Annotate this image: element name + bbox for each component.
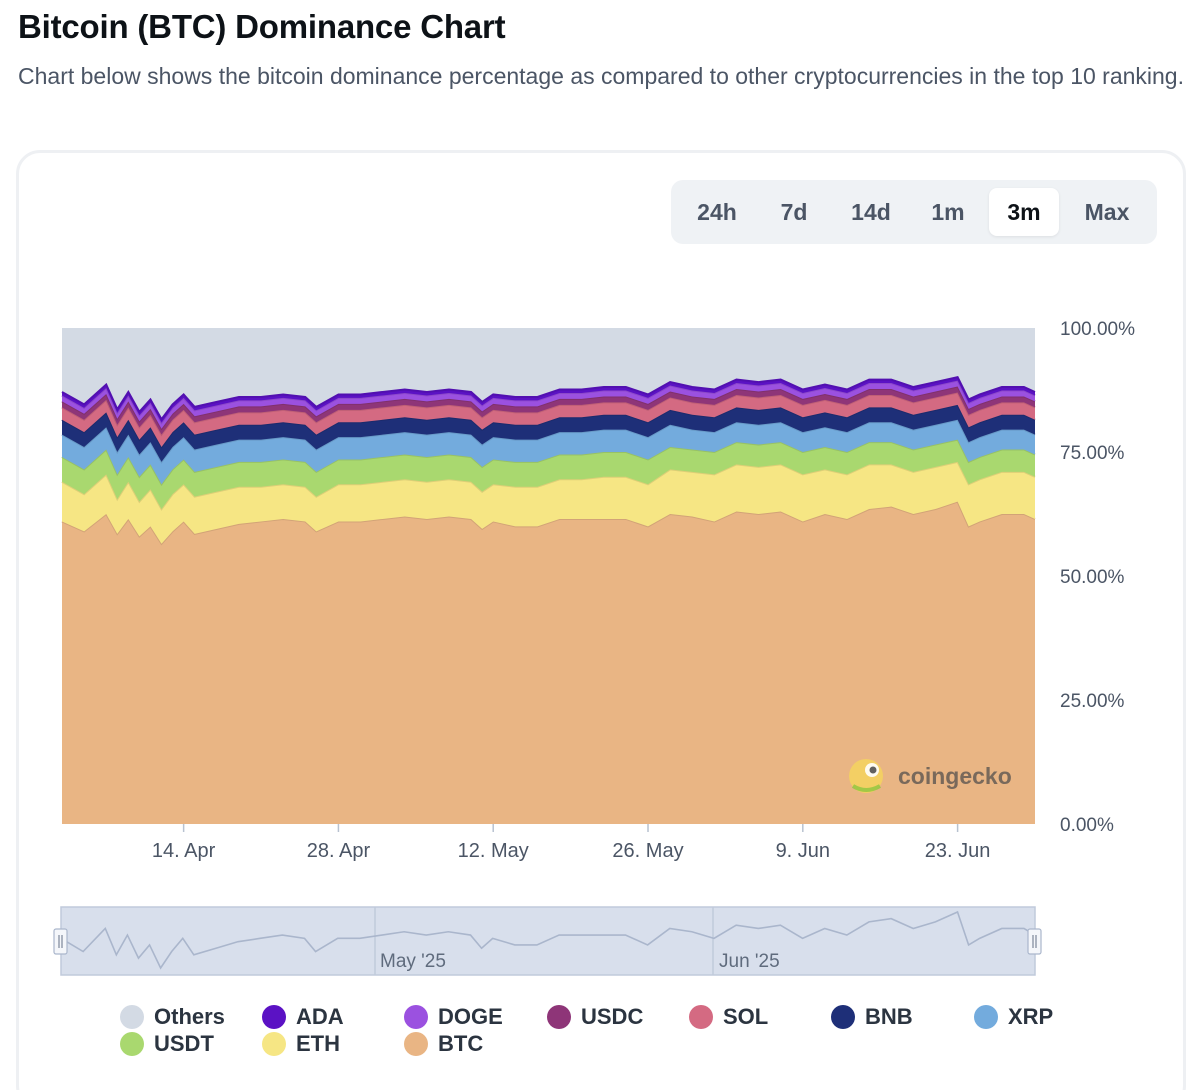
y-tick-label: 75.00% (1060, 443, 1125, 464)
page-description: Chart below shows the bitcoin dominance … (18, 63, 1184, 89)
x-tick-label: 26. May (612, 840, 683, 862)
y-tick-label: 100.00% (1060, 319, 1135, 340)
time-range-selector: 24h 7d 14d 1m 3m Max (671, 180, 1157, 244)
range-tab-7d[interactable]: 7d (780, 199, 808, 225)
legend-label: XRP (1008, 1004, 1054, 1029)
y-axis: 100.00% 75.00% 50.00% 25.00% 0.00% (1060, 319, 1135, 836)
dominance-chart: 100.00% 75.00% 50.00% 25.00% 0.00% 14. Apr 28… (53, 319, 1135, 976)
legend-label: ADA (296, 1004, 344, 1029)
legend-dot-usdt (120, 1032, 144, 1056)
legend-dot-usdc (547, 1005, 571, 1029)
legend-label: Others (154, 1004, 225, 1029)
x-tick-label: 9. Jun (776, 840, 830, 862)
legend-label: ETH (296, 1031, 340, 1056)
legend-item-usdc[interactable]: USDC (547, 1002, 643, 1032)
legend-dot-doge (404, 1005, 428, 1029)
legend-item-others[interactable]: Others (120, 1002, 225, 1032)
x-tick-label: 12. May (458, 840, 529, 862)
watermark-text: coingecko (898, 763, 1012, 789)
legend-dot-ada (262, 1005, 286, 1029)
legend-label: USDC (581, 1004, 644, 1029)
coingecko-pupil-icon (869, 766, 877, 774)
legend-label: USDT (154, 1031, 214, 1056)
legend-label: BNB (865, 1004, 913, 1029)
legend-item-doge[interactable]: DOGE (404, 1002, 503, 1032)
area-series-btc[interactable] (62, 501, 1035, 824)
legend-label: SOL (723, 1004, 769, 1029)
legend-item-sol[interactable]: SOL (689, 1002, 768, 1032)
range-tab-24h[interactable]: 24h (697, 199, 737, 225)
legend-dot-xrp (974, 1005, 998, 1029)
range-tab-max[interactable]: Max (1084, 199, 1130, 225)
legend-dot-others (120, 1005, 144, 1029)
legend-dot-bnb (831, 1005, 855, 1029)
navigator-label-may: May '25 (380, 951, 446, 972)
navigator-handle-left[interactable] (53, 928, 68, 955)
coingecko-mouth-icon (851, 784, 881, 792)
legend-item-bnb[interactable]: BNB (831, 1002, 913, 1032)
area-series-xrp[interactable] (62, 419, 1035, 485)
navigator[interactable]: May '25 Jun '25 (53, 906, 1042, 976)
legend-dot-sol (689, 1005, 713, 1029)
area-series-doge[interactable] (62, 380, 1035, 429)
x-tick-label: 28. Apr (307, 840, 371, 862)
legend-label: BTC (438, 1031, 484, 1056)
area-series-usdt[interactable] (62, 439, 1035, 510)
navigator-series-line (60, 910, 1036, 970)
legend-dot-btc (404, 1032, 428, 1056)
page-title: Bitcoin (BTC) Dominance Chart (18, 8, 506, 45)
x-tick-label: 14. Apr (152, 840, 216, 862)
legend-item-eth[interactable]: ETH (262, 1029, 340, 1059)
legend-item-xrp[interactable]: XRP (974, 1002, 1053, 1032)
x-tick-label: 23. Jun (925, 840, 991, 862)
range-tab-14d[interactable]: 14d (851, 199, 891, 225)
x-axis: 14. Apr 28. Apr 12. May 26. May 9. Jun 23. Ju… (152, 824, 990, 862)
range-tab-1m[interactable]: 1m (931, 199, 965, 225)
y-tick-label: 50.00% (1060, 567, 1125, 588)
legend-item-usdt[interactable]: USDT (120, 1029, 214, 1059)
series-line-ada (61, 375, 1036, 422)
range-tab-3m[interactable]: 3m (989, 188, 1059, 236)
y-tick-label: 0.00% (1060, 815, 1114, 836)
coingecko-watermark: coingecko (849, 759, 1012, 793)
y-tick-label: 25.00% (1060, 691, 1125, 712)
navigator-handle-right[interactable] (1027, 928, 1042, 955)
legend-item-btc[interactable]: BTC (404, 1029, 483, 1059)
stacked-areas (61, 375, 1036, 824)
area-series-bnb[interactable] (62, 404, 1035, 462)
legend-dot-eth (262, 1032, 286, 1056)
navigator-window[interactable] (60, 906, 1036, 976)
area-series-eth[interactable] (62, 461, 1035, 544)
navigator-label-jun: Jun '25 (719, 951, 780, 972)
area-series-sol[interactable] (62, 392, 1035, 448)
area-series-usdc[interactable] (62, 386, 1035, 435)
legend-item-ada[interactable]: ADA (262, 1002, 344, 1032)
legend-label: DOGE (438, 1004, 503, 1029)
